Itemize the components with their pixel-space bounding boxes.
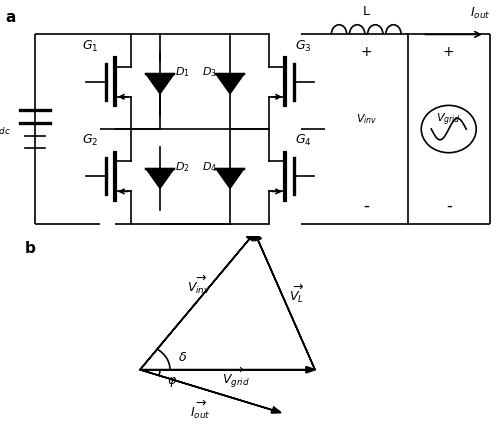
Text: $\overrightarrow{V_L}$: $\overrightarrow{V_L}$ bbox=[289, 283, 304, 305]
Text: $D_4$: $D_4$ bbox=[202, 160, 218, 174]
Text: $\overrightarrow{V_{grid}}$: $\overrightarrow{V_{grid}}$ bbox=[222, 366, 250, 390]
Text: $G_3$: $G_3$ bbox=[295, 38, 312, 53]
Text: $G_1$: $G_1$ bbox=[82, 38, 99, 53]
Text: b: b bbox=[25, 241, 36, 255]
Text: $G_4$: $G_4$ bbox=[295, 133, 312, 148]
Text: $V_{grid}$: $V_{grid}$ bbox=[436, 112, 461, 129]
Text: $V_{inv}$: $V_{inv}$ bbox=[356, 113, 377, 126]
Text: $I_{out}$: $I_{out}$ bbox=[470, 6, 490, 21]
Text: +: + bbox=[360, 45, 372, 59]
Text: +: + bbox=[443, 45, 454, 59]
FancyArrow shape bbox=[140, 370, 281, 413]
Polygon shape bbox=[216, 169, 244, 188]
Text: $\overrightarrow{I_{out}}$: $\overrightarrow{I_{out}}$ bbox=[190, 399, 210, 421]
Text: $V_{dc}$: $V_{dc}$ bbox=[0, 121, 10, 137]
Text: $G_2$: $G_2$ bbox=[82, 133, 99, 148]
Text: -: - bbox=[446, 197, 452, 215]
Text: $\delta$: $\delta$ bbox=[178, 352, 186, 364]
Text: $\varphi$: $\varphi$ bbox=[168, 375, 177, 389]
Text: $D_1$: $D_1$ bbox=[175, 65, 190, 79]
Text: $D_2$: $D_2$ bbox=[175, 160, 190, 174]
Text: a: a bbox=[5, 9, 15, 24]
Text: $D_3$: $D_3$ bbox=[202, 65, 218, 79]
Text: -: - bbox=[364, 197, 369, 215]
FancyArrow shape bbox=[140, 233, 254, 370]
Polygon shape bbox=[146, 74, 174, 94]
Text: $\overrightarrow{V_{inv}}$: $\overrightarrow{V_{inv}}$ bbox=[186, 274, 210, 296]
FancyArrow shape bbox=[140, 367, 315, 373]
Polygon shape bbox=[216, 74, 244, 94]
Text: L: L bbox=[363, 5, 370, 18]
FancyArrow shape bbox=[254, 233, 315, 370]
Polygon shape bbox=[146, 169, 174, 188]
